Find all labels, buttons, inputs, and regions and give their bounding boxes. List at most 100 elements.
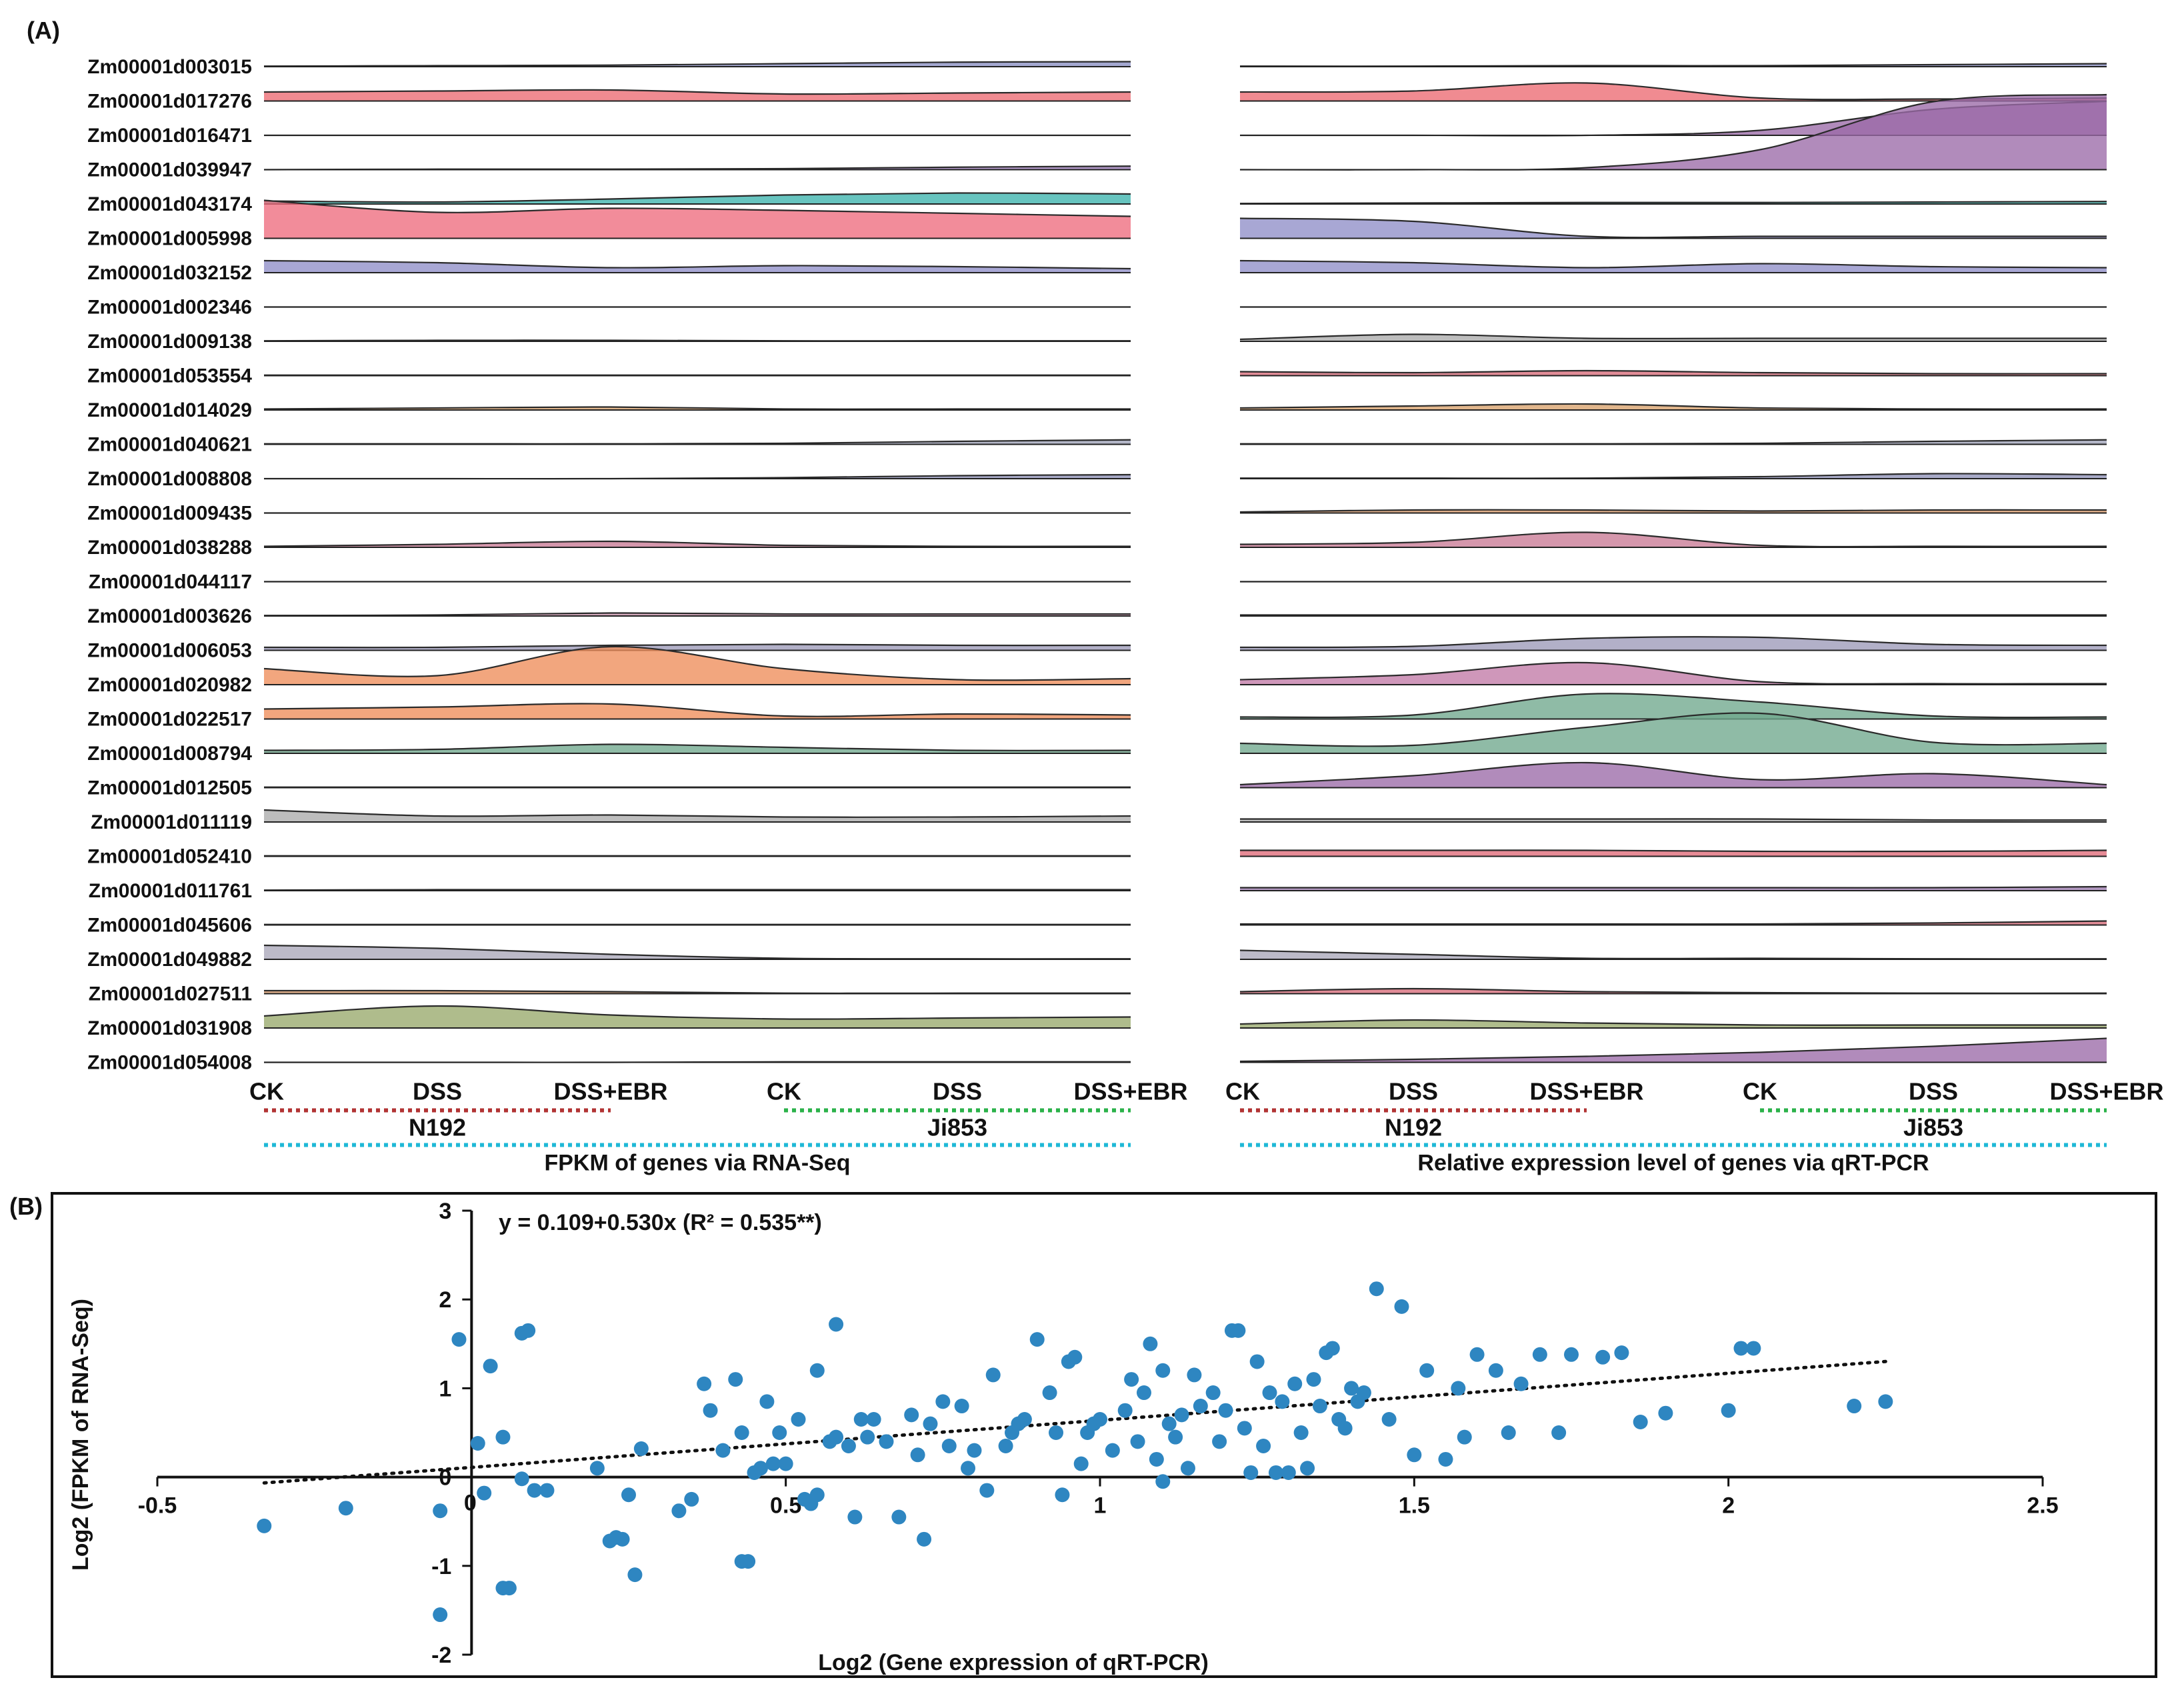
x-axis-label: Log2 (Gene expression of qRT-PCR)	[818, 1650, 1209, 1675]
ridge-outline	[1239, 661, 2107, 685]
data-point	[257, 1518, 272, 1533]
x-tick-label: 1.5	[1399, 1493, 1430, 1519]
data-point	[1212, 1434, 1227, 1449]
ridge-outline	[263, 540, 1131, 547]
panel-caption: Relative expression level of genes via q…	[1417, 1151, 1929, 1176]
gene-label: Zm00001d049882	[87, 949, 252, 971]
data-point	[1551, 1425, 1567, 1440]
data-point	[1312, 1399, 1327, 1414]
data-point	[809, 1363, 825, 1378]
ridge-area	[1240, 762, 2107, 788]
condition-label: CK	[767, 1078, 801, 1105]
data-point	[1746, 1341, 1761, 1356]
condition-label: CK	[1225, 1078, 1260, 1105]
data-point	[1293, 1425, 1309, 1440]
data-point	[1174, 1407, 1189, 1423]
data-point	[1143, 1336, 1158, 1351]
data-point	[860, 1429, 875, 1445]
data-point	[728, 1372, 743, 1387]
qrtpcr-ridge-plot	[1239, 63, 2107, 1063]
ridge-area	[264, 644, 1131, 651]
y-axis-label: Log2 (FPKM of RNA-Seq)	[68, 1299, 93, 1571]
data-point	[1218, 1403, 1233, 1418]
data-point	[1168, 1429, 1183, 1445]
condition-label: DSS+EBR	[553, 1078, 667, 1105]
data-point	[1306, 1372, 1321, 1387]
ridge-outline	[1240, 849, 2107, 853]
data-point	[1381, 1412, 1397, 1427]
gene-label: Zm00001d039947	[87, 159, 252, 181]
gene-label: Zm00001d017276	[87, 91, 252, 113]
scatter-frame	[51, 1192, 2157, 1678]
data-point	[753, 1461, 768, 1476]
y-tick-label: 1	[439, 1376, 451, 1401]
data-point	[985, 1367, 1001, 1383]
data-point	[1658, 1405, 1673, 1421]
ridge-area	[1240, 662, 2107, 685]
condition-label: CK	[1743, 1078, 1777, 1105]
ridge-area	[1240, 371, 2107, 376]
data-point	[772, 1425, 787, 1440]
data-point	[697, 1376, 712, 1391]
data-point	[433, 1607, 448, 1623]
data-point	[1042, 1385, 1057, 1401]
data-point	[1105, 1443, 1120, 1458]
data-point	[1049, 1425, 1064, 1440]
ridge-area	[264, 646, 1131, 685]
panel-caption: FPKM of genes via RNA-Seq	[544, 1151, 850, 1176]
data-point	[1300, 1461, 1315, 1476]
origin-label: 0	[464, 1491, 477, 1516]
data-point	[1268, 1465, 1283, 1480]
data-point	[853, 1412, 869, 1427]
ridge-outline	[263, 743, 1131, 751]
data-point	[1394, 1299, 1409, 1314]
ridge-area	[1240, 950, 2107, 959]
data-point	[910, 1447, 925, 1463]
gene-label: Zm00001d009138	[87, 331, 252, 353]
data-point	[1633, 1415, 1648, 1430]
y-tick-label: 0	[439, 1465, 451, 1491]
ridge-area	[1240, 83, 2107, 101]
ridge-area	[264, 200, 1131, 239]
data-point	[539, 1483, 555, 1498]
data-point	[1205, 1385, 1221, 1401]
x-tick-label: 2.5	[2027, 1493, 2058, 1519]
data-point	[1532, 1347, 1547, 1362]
data-point	[1281, 1465, 1296, 1480]
y-tick-label: -1	[431, 1554, 451, 1579]
gene-label: Zm00001d040621	[87, 434, 252, 456]
condition-label: DSS	[933, 1078, 982, 1105]
data-point	[527, 1483, 542, 1498]
gene-label: Zm00001d011119	[91, 811, 252, 833]
data-point	[1243, 1465, 1259, 1480]
data-point	[923, 1416, 938, 1431]
ridge-area	[264, 166, 1131, 170]
data-point	[1407, 1447, 1422, 1463]
gene-label: Zm00001d014029	[87, 399, 252, 421]
gene-label: Zm00001d022517	[87, 709, 252, 731]
ridge-outline	[1239, 201, 2107, 205]
data-point	[1501, 1425, 1516, 1440]
gene-label: Zm00001d012505	[87, 777, 252, 799]
data-point	[1356, 1385, 1371, 1401]
ridge-area	[264, 475, 1131, 479]
data-point	[633, 1441, 649, 1456]
gene-label: Zm00001d043174	[87, 193, 252, 215]
data-point	[829, 1429, 844, 1445]
data-point	[829, 1317, 844, 1332]
ridge-area	[264, 261, 1131, 273]
x-tick-label: 2	[1722, 1493, 1735, 1519]
gene-label: Zm00001d003626	[87, 605, 252, 627]
ridge-area	[1240, 261, 2107, 273]
cultivar-label: Ji853	[1903, 1114, 1963, 1141]
ridge-outline	[263, 199, 1131, 217]
data-point	[615, 1531, 630, 1547]
ridge-area	[264, 193, 1131, 204]
condition-label: DSS+EBR	[2049, 1078, 2163, 1105]
rnaseq-ridge-plot	[263, 61, 1131, 1063]
ridge-area	[264, 703, 1131, 719]
ridge-outline	[1239, 403, 2107, 410]
data-point	[433, 1503, 448, 1519]
trend-line	[262, 1359, 1887, 1485]
